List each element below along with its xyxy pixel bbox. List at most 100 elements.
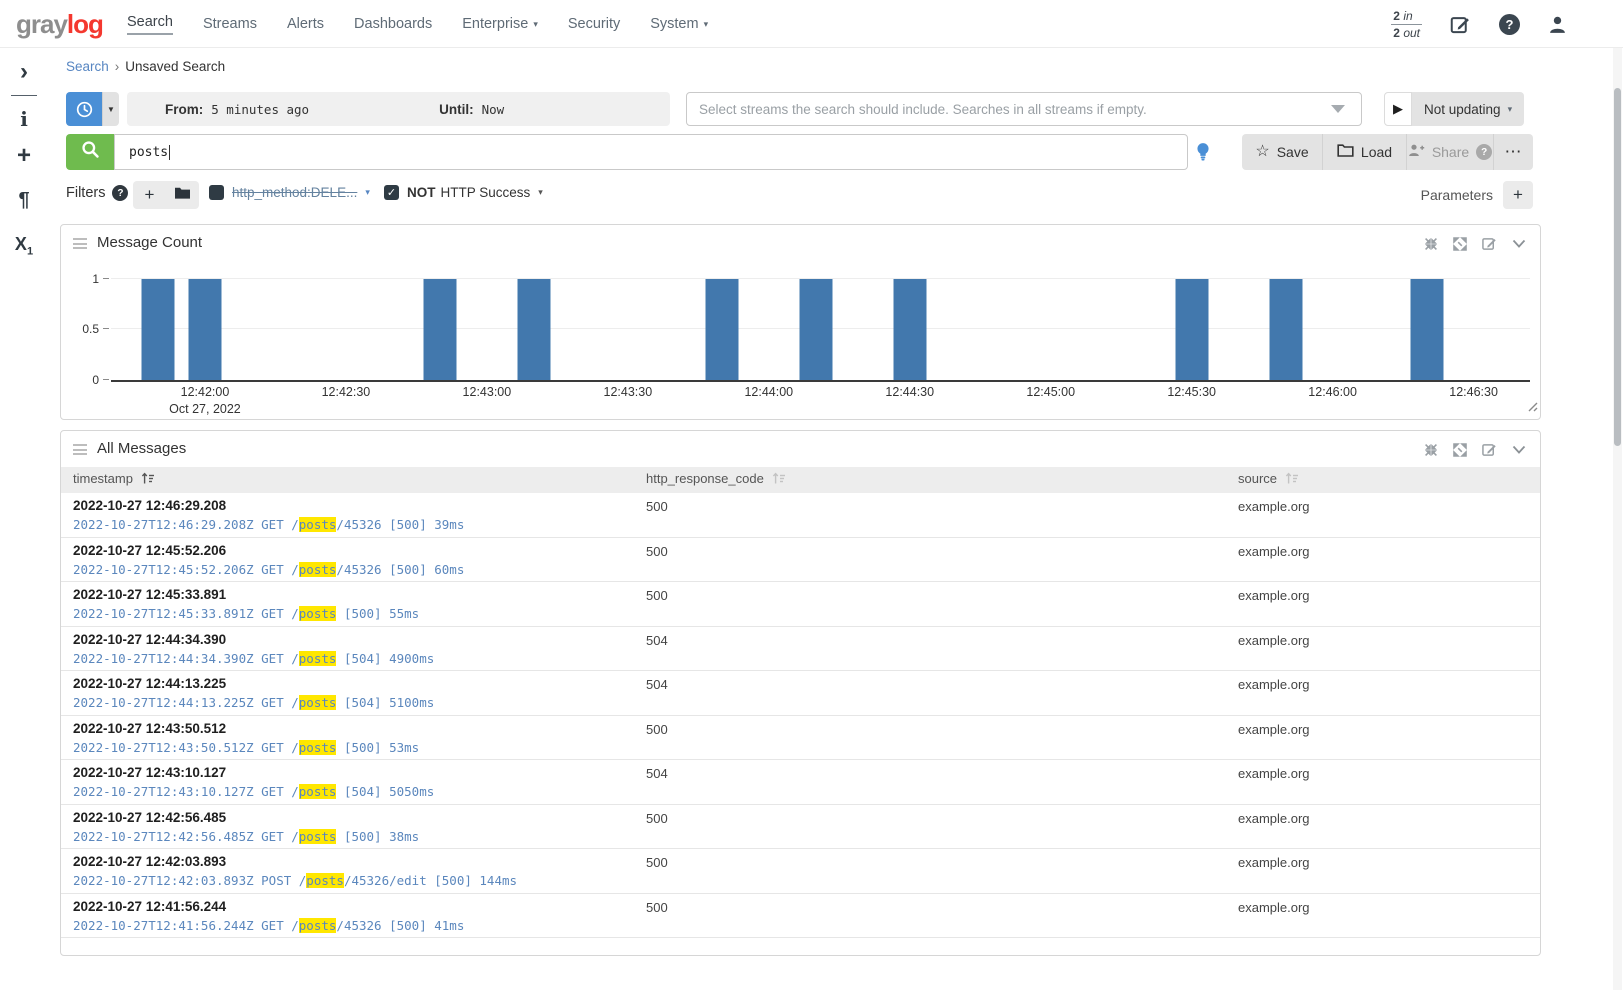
info-icon[interactable]: i: [20, 107, 28, 131]
refresh-interval-button[interactable]: Not updating ▾: [1412, 92, 1525, 126]
table-row[interactable]: 2022-10-27 12:46:29.208 2022-10-27T12:46:…: [61, 493, 1540, 538]
throughput-indicator[interactable]: 2 in 2 out: [1391, 9, 1422, 40]
table-row[interactable]: 2022-10-27 12:44:13.225 2022-10-27T12:44:…: [61, 671, 1540, 716]
expand-sidebar-icon[interactable]: ›: [20, 58, 28, 85]
chevron-down-icon[interactable]: ▾: [538, 187, 543, 197]
message-timestamp: 2022-10-27 12:42:03.893: [73, 854, 227, 869]
highlighted-term: posts: [298, 739, 337, 755]
drag-handle-icon[interactable]: [73, 238, 87, 252]
sort-icon[interactable]: [141, 472, 155, 485]
focus-widget-icon[interactable]: [1424, 237, 1438, 251]
expand-widget-icon[interactable]: [1453, 236, 1467, 251]
message-timestamp: 2022-10-27 12:44:13.225: [73, 676, 227, 691]
highlighted-term: posts: [298, 828, 337, 844]
fields-icon[interactable]: X1: [0, 222, 48, 274]
help-icon[interactable]: ?: [1499, 13, 1520, 35]
focus-widget-icon[interactable]: [1424, 443, 1438, 457]
table-row[interactable]: 2022-10-27 12:42:56.485 2022-10-27T12:42:…: [61, 805, 1540, 849]
stream-select-placeholder: Select streams the search should include…: [699, 101, 1147, 117]
chart-bar[interactable]: [893, 278, 927, 380]
message-text: 2022-10-27T12:44:34.390Z GET /posts [504…: [73, 650, 435, 666]
filters-help-icon[interactable]: ?: [112, 185, 129, 201]
query-text: posts: [129, 144, 169, 160]
nav-item-streams[interactable]: Streams: [202, 16, 257, 32]
source-cell: example.org: [1238, 499, 1310, 514]
table-row[interactable]: 2022-10-27 12:44:34.390 2022-10-27T12:44:…: [61, 627, 1540, 671]
expand-widget-icon[interactable]: [1453, 442, 1467, 457]
add-parameter-button[interactable]: +: [1503, 181, 1533, 209]
add-filter-button[interactable]: +: [133, 181, 166, 209]
share-help-icon[interactable]: ?: [1476, 144, 1493, 160]
chart-bar[interactable]: [1175, 278, 1209, 380]
nav-item-enterprise[interactable]: Enterprise ▾: [462, 16, 538, 32]
chevron-down-icon: ▾: [703, 18, 709, 29]
nav-item-alerts[interactable]: Alerts: [286, 16, 325, 32]
user-icon[interactable]: [1548, 15, 1567, 34]
scrollbar-track[interactable]: [1613, 48, 1622, 990]
highlighted-term: posts: [298, 606, 337, 621]
chevron-down-icon: ▾: [533, 18, 538, 29]
chevron-down-icon[interactable]: ▾: [365, 187, 370, 197]
filter-not-http-success[interactable]: ✓ NOT HTTP Success ▾: [384, 185, 543, 200]
chart-bar[interactable]: [141, 278, 175, 380]
filter-checkbox-checked[interactable]: ✓: [384, 185, 399, 200]
collapse-widget-icon[interactable]: [1512, 239, 1526, 248]
play-button[interactable]: ▶: [1384, 92, 1412, 126]
sort-icon[interactable]: [1285, 472, 1299, 485]
nav-item-dashboards[interactable]: Dashboards: [354, 16, 433, 32]
timerange-type-caret[interactable]: ▼: [102, 92, 119, 126]
table-row[interactable]: 2022-10-27 12:45:33.891 2022-10-27T12:45:…: [61, 582, 1540, 627]
table-row[interactable]: 2022-10-27 12:45:52.206 2022-10-27T12:45:…: [61, 538, 1540, 582]
graylog-logo[interactable]: graylog: [16, 9, 104, 40]
chart-bar[interactable]: [517, 278, 551, 380]
column-header-source[interactable]: source: [1238, 471, 1299, 486]
chart-bar[interactable]: [1410, 278, 1444, 380]
filters-label-text: Filters: [66, 185, 106, 201]
chart-bar[interactable]: [705, 278, 739, 380]
resize-handle[interactable]: [1527, 399, 1538, 417]
nav-item-system[interactable]: System ▾: [650, 16, 709, 32]
search-query-input[interactable]: posts: [114, 134, 1188, 170]
search-controls-row: ▼ From: 5 minutes ago Until: Now Select st…: [0, 92, 1623, 128]
filter-checkbox[interactable]: [209, 185, 224, 200]
nav-item-search[interactable]: Search: [127, 14, 173, 35]
drag-handle-icon[interactable]: [73, 444, 87, 458]
timerange-display[interactable]: From: 5 minutes ago Until: Now: [127, 92, 670, 126]
column-header-timestamp[interactable]: timestamp: [73, 471, 155, 486]
table-row[interactable]: 2022-10-27 12:42:03.893 2022-10-27T12:42:…: [61, 849, 1540, 894]
stream-select[interactable]: Select streams the search should include…: [686, 92, 1362, 126]
parameters-label: Parameters: [1420, 187, 1493, 203]
message-count-chart[interactable]: 0 0.5 1: [82, 271, 1530, 386]
chart-bar[interactable]: [799, 278, 833, 380]
share-button[interactable]: Share ?: [1407, 134, 1493, 170]
nav-item-security[interactable]: Security: [567, 16, 621, 32]
table-row[interactable]: 2022-10-27 12:43:50.512 2022-10-27T12:43:…: [61, 716, 1540, 760]
table-row[interactable]: 2022-10-27 12:43:10.127 2022-10-27T12:43:…: [61, 760, 1540, 805]
load-button[interactable]: Load: [1323, 134, 1406, 170]
chart-bar[interactable]: [423, 278, 457, 380]
chart-bar[interactable]: [1269, 278, 1303, 380]
filter-http-method-delete[interactable]: http_method:DELE... ▾: [209, 185, 370, 200]
edit-widget-icon[interactable]: [1482, 442, 1497, 457]
search-button[interactable]: [66, 134, 114, 170]
saved-filters-button[interactable]: [166, 181, 199, 209]
sort-icon[interactable]: [772, 472, 786, 485]
save-button[interactable]: ☆ Save: [1242, 134, 1322, 170]
parameters-section: Parameters +: [1421, 181, 1533, 209]
create-icon[interactable]: +: [16, 142, 31, 169]
share-person-icon: [1408, 143, 1425, 161]
breadcrumb-search-link[interactable]: Search: [66, 59, 109, 74]
table-row[interactable]: 2022-10-27 12:41:56.244 2022-10-27T12:41:…: [61, 894, 1540, 938]
all-messages-widget: All Messages timestamp http_response_cod…: [60, 430, 1541, 956]
collapse-widget-icon[interactable]: [1512, 445, 1526, 454]
more-actions-button[interactable]: ⋯: [1494, 134, 1533, 170]
formatting-icon[interactable]: ¶: [18, 189, 30, 211]
chart-bar[interactable]: [188, 278, 222, 380]
edit-icon[interactable]: [1450, 14, 1471, 35]
column-header-http-response-code[interactable]: http_response_code: [646, 471, 786, 486]
edit-widget-icon[interactable]: [1482, 236, 1497, 251]
chevron-down-icon: ▾: [1507, 103, 1513, 114]
clock-icon[interactable]: [66, 92, 102, 126]
scrollbar-thumb[interactable]: [1614, 88, 1621, 446]
lightbulb-icon[interactable]: [1194, 142, 1212, 167]
